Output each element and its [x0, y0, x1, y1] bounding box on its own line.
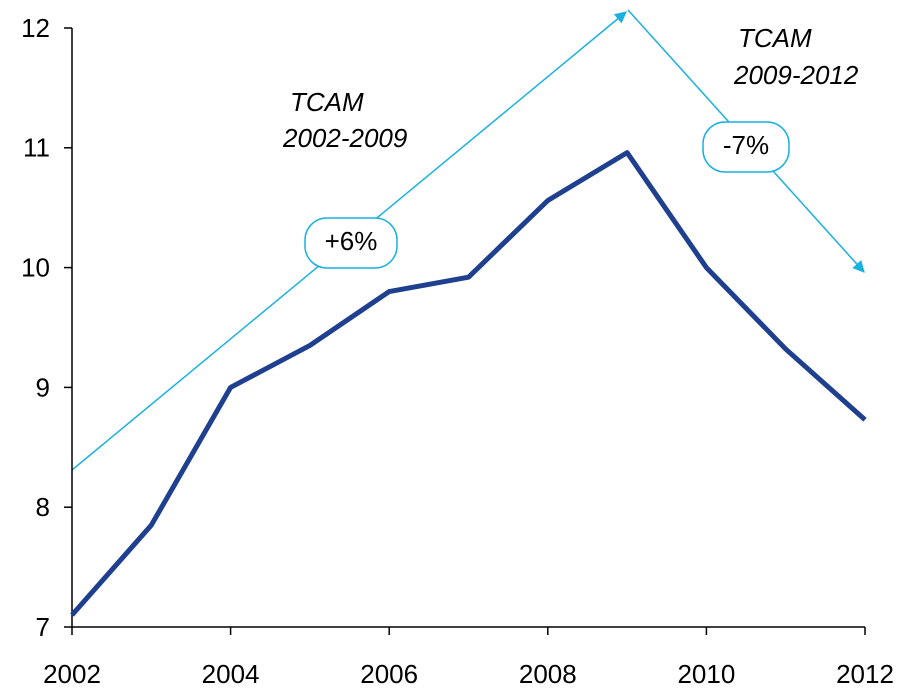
x-tick-label: 2006: [360, 659, 418, 689]
annotation-box: [702, 121, 790, 173]
annotation-label: -7%: [723, 130, 769, 160]
x-tick-label: 2012: [836, 659, 894, 689]
annotation-box: [304, 217, 398, 269]
annotation-text: TCAM: [290, 87, 364, 117]
annotation-label: +6%: [325, 226, 378, 256]
x-tick-label: 2004: [202, 659, 260, 689]
y-tick-label: 12: [21, 13, 50, 43]
annotation-text: TCAM: [738, 23, 812, 53]
y-tick-label: 9: [36, 372, 50, 402]
y-tick-label: 7: [36, 612, 50, 642]
x-tick-label: 2010: [677, 659, 735, 689]
y-tick-label: 11: [23, 133, 50, 163]
x-tick-label: 2008: [519, 659, 577, 689]
y-tick-label: 8: [36, 492, 50, 522]
annotation-text: 2009-2012: [733, 60, 859, 90]
x-tick-label: 2002: [43, 659, 101, 689]
y-tick-label: 10: [21, 252, 50, 282]
annotation-text: 2002-2009: [282, 123, 407, 153]
data-line: [70, 150, 867, 617]
